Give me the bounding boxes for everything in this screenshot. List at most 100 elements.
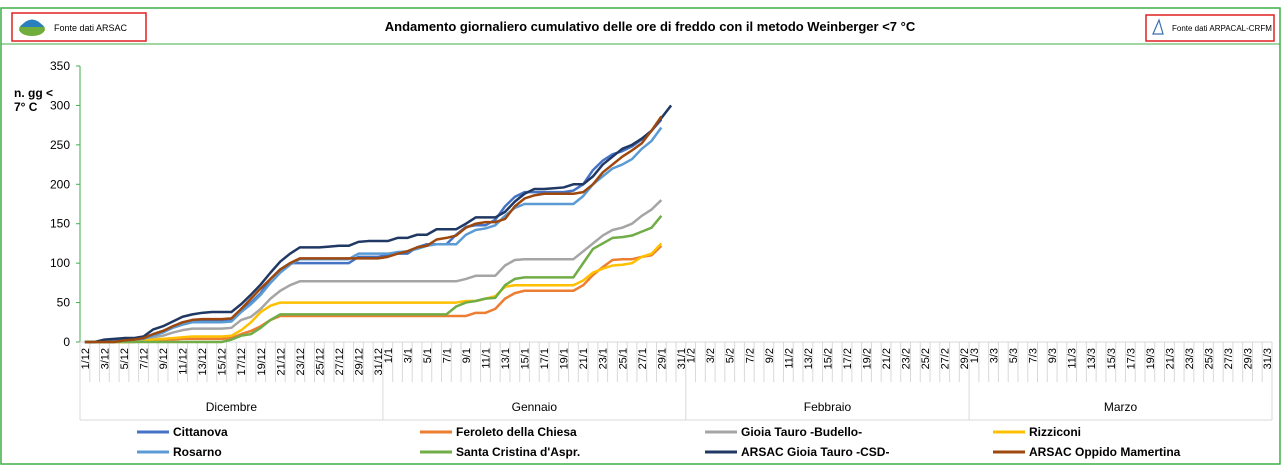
x-tick-label: 7/12: [139, 348, 151, 369]
x-tick-label: 3/2: [705, 348, 717, 363]
series-line: [84, 244, 663, 344]
x-tick-label: 3/1: [402, 348, 414, 363]
y-tick-label: 100: [50, 256, 70, 270]
x-tick-label: 29/12: [353, 348, 365, 376]
chart-title: Andamento giornaliero cumulativo delle o…: [385, 19, 916, 34]
x-tick-label: 1/1: [383, 348, 395, 363]
right-logo-box: [1145, 14, 1275, 42]
x-tick-label: 11/12: [178, 348, 190, 375]
x-tick-label: 3/3: [989, 348, 1001, 363]
x-tick-label: 11/1: [480, 348, 492, 369]
legend-label: Feroleto della Chiesa: [456, 425, 577, 439]
x-tick-label: 11/3: [1067, 348, 1079, 369]
x-tick-label: 13/2: [803, 348, 815, 369]
x-tick-label: 3/12: [99, 348, 111, 369]
x-tick-label: 17/1: [539, 348, 551, 369]
x-tick-label: 19/3: [1145, 348, 1157, 369]
x-tick-label: 25/3: [1203, 348, 1215, 369]
y-tick-label: 0: [63, 335, 70, 349]
y-tick-label: 350: [50, 59, 70, 73]
x-tick-label: 31/1: [676, 348, 688, 369]
x-tick-label: 11/2: [783, 348, 795, 369]
y-tick-label: 150: [50, 217, 70, 231]
x-tick-label: 1/2: [686, 348, 698, 363]
y-tick-label: 50: [57, 296, 71, 310]
x-tick-label: 27/1: [637, 348, 649, 369]
series-line: [84, 126, 663, 344]
legend-label: ARSAC Oppido Mamertina: [1029, 445, 1181, 459]
x-tick-label: 13/1: [500, 348, 512, 369]
x-tick-label: 13/12: [197, 348, 209, 376]
legend-label: ARSAC Gioia Tauro -CSD-: [741, 445, 889, 459]
x-tick-label: 23/3: [1184, 348, 1196, 369]
y-tick-label: 200: [50, 177, 70, 191]
x-tick-label: 23/12: [295, 348, 307, 376]
y-tick-label: 250: [50, 138, 70, 152]
x-tick-label: 29/3: [1243, 348, 1255, 369]
legend-label: Cittanova: [173, 425, 228, 439]
x-tick-label: 17/2: [842, 348, 854, 369]
left-logo-box: [11, 12, 147, 42]
x-tick-label: 31/12: [373, 348, 385, 376]
x-tick-label: 27/3: [1223, 348, 1235, 369]
x-tick-label: 1/12: [80, 348, 92, 369]
legend-label: Gioia Tauro -Budello-: [741, 425, 862, 439]
month-label: Marzo: [1104, 400, 1138, 414]
x-tick-label: 29/1: [656, 348, 668, 369]
x-tick-label: 9/3: [1047, 348, 1059, 363]
x-tick-label: 17/3: [1125, 348, 1137, 369]
x-tick-label: 23/2: [901, 348, 913, 369]
x-tick-label: 23/1: [598, 348, 610, 369]
month-label: Gennaio: [512, 400, 558, 414]
x-tick-label: 9/2: [764, 348, 776, 363]
series-line: [84, 242, 663, 344]
x-tick-label: 15/12: [217, 348, 229, 376]
x-tick-label: 27/12: [334, 348, 346, 376]
x-tick-label: 15/1: [520, 348, 532, 369]
x-tick-label: 21/12: [275, 348, 287, 376]
chart-border: [0, 7, 1281, 465]
series-line: [84, 104, 673, 344]
series-line: [84, 199, 663, 344]
left-source: Fonte dati ARSAC: [54, 23, 128, 33]
y-tick-label: 300: [50, 98, 70, 112]
x-tick-label: 21/3: [1164, 348, 1176, 369]
x-tick-label: 5/1: [422, 348, 434, 363]
x-tick-label: 5/12: [119, 348, 131, 369]
x-tick-label: 1/3: [969, 348, 981, 363]
x-tick-label: 31/3: [1262, 348, 1274, 369]
month-label: Febbraio: [804, 400, 852, 414]
x-tick-label: 17/12: [236, 348, 248, 376]
x-tick-label: 19/2: [862, 348, 874, 369]
x-tick-label: 25/1: [617, 348, 629, 369]
logo-icon: [1152, 18, 1164, 35]
x-tick-label: 7/3: [1028, 348, 1040, 363]
x-tick-label: 7/1: [441, 348, 453, 363]
x-tick-label: 7/2: [744, 348, 756, 363]
x-tick-label: 15/2: [822, 348, 834, 369]
x-tick-label: 9/12: [158, 348, 170, 369]
x-tick-label: 9/1: [461, 348, 473, 363]
x-tick-label: 27/2: [940, 348, 952, 369]
x-tick-label: 13/3: [1086, 348, 1098, 369]
y-axis-label: n. gg < 7° C: [14, 86, 53, 114]
x-tick-label: 25/2: [920, 348, 932, 369]
series-line: [84, 115, 663, 344]
x-tick-label: 29/2: [959, 348, 971, 369]
series-line: [84, 215, 663, 344]
x-tick-label: 15/3: [1106, 348, 1118, 369]
x-tick-label: 5/2: [725, 348, 737, 363]
x-tick-label: 21/2: [881, 348, 893, 369]
month-label: Dicembre: [206, 400, 258, 414]
x-tick-label: 5/3: [1008, 348, 1020, 363]
right-source: Fonte dati ARPACAL-CRFM: [1172, 24, 1272, 33]
legend-label: Rizziconi: [1029, 425, 1081, 439]
legend-label: Santa Cristina d'Aspr.: [456, 445, 580, 459]
x-tick-label: 21/1: [578, 348, 590, 369]
x-tick-label: 19/1: [559, 348, 571, 369]
x-tick-label: 19/12: [256, 348, 268, 376]
logo-icon: [20, 19, 44, 27]
x-tick-label: 25/12: [314, 348, 326, 376]
